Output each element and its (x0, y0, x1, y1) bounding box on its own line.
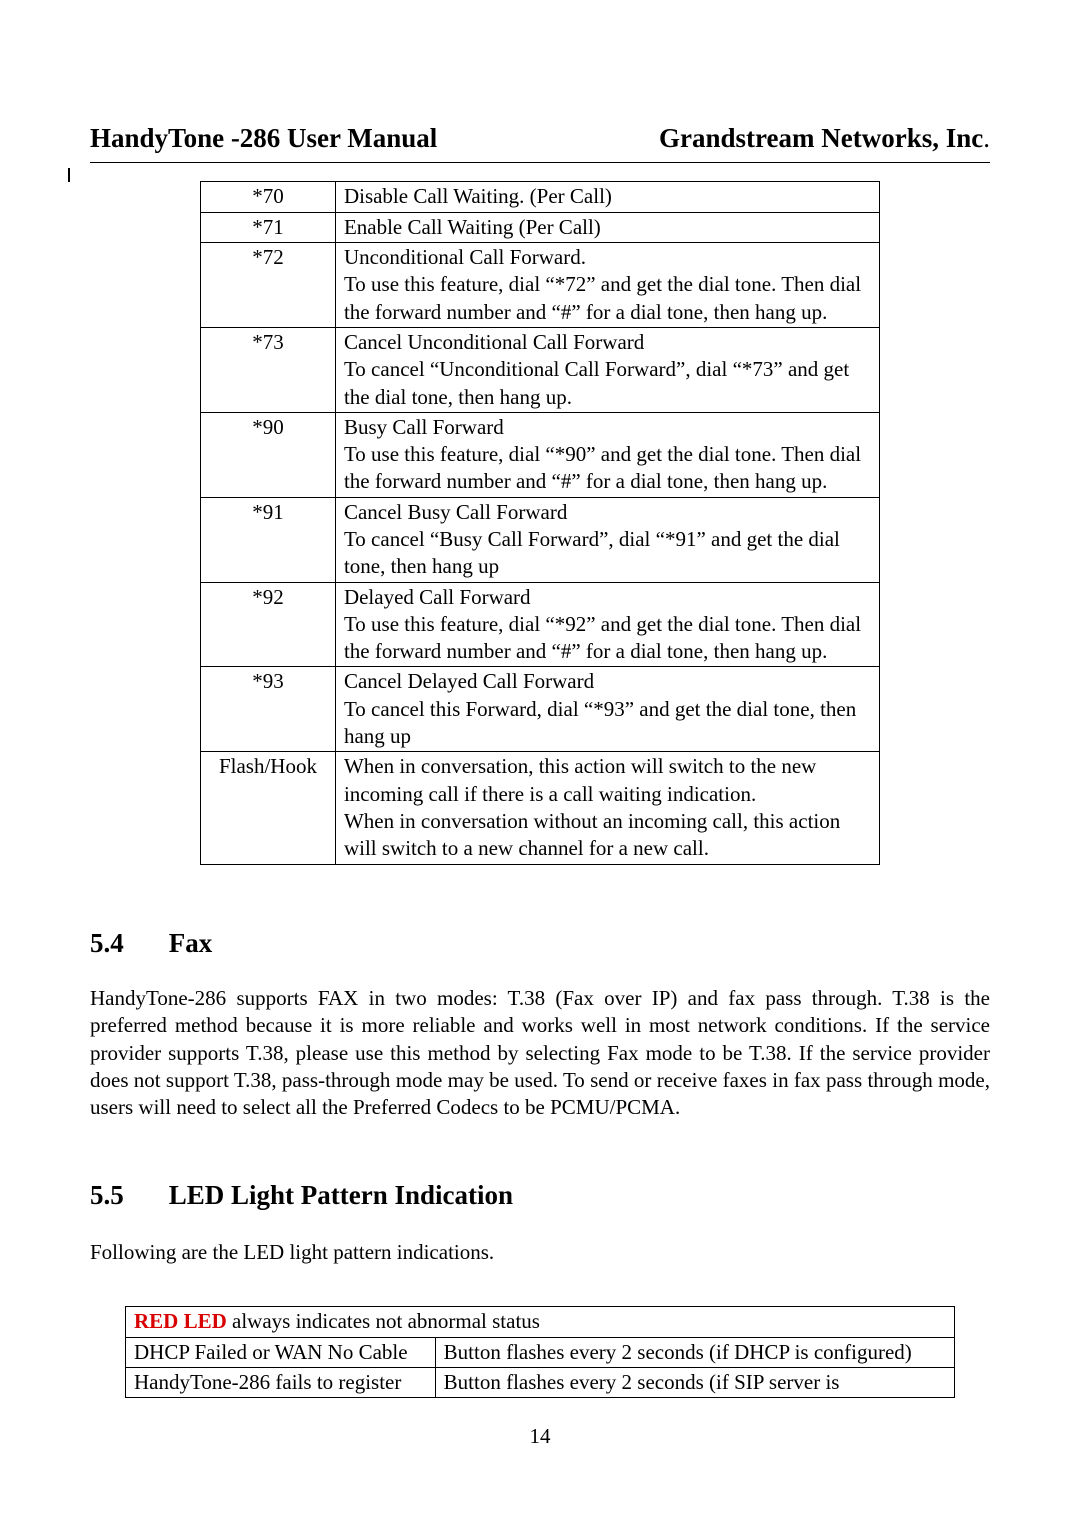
section-5-5-title: LED Light Pattern Indication (169, 1180, 513, 1210)
feature-desc-cell: Busy Call ForwardTo use this feature, di… (335, 412, 879, 497)
table-row: *70Disable Call Waiting. (Per Call) (201, 182, 880, 212)
revision-mark (68, 168, 70, 182)
feature-desc-cell: Delayed Call ForwardTo use this feature,… (335, 582, 879, 667)
table-row: Flash/HookWhen in conversation, this act… (201, 752, 880, 864)
led-header-cell: RED LED always indicates not abnormal st… (126, 1307, 955, 1337)
feature-desc-cell: Enable Call Waiting (Per Call) (335, 212, 879, 242)
page-number: 14 (90, 1422, 990, 1450)
feature-code-cell: *71 (201, 212, 336, 242)
header-right-main: Grandstream Networks, Inc (659, 123, 983, 153)
feature-code-cell: *92 (201, 582, 336, 667)
table-row: *71Enable Call Waiting (Per Call) (201, 212, 880, 242)
section-5-4-number: 5.4 (90, 925, 162, 961)
led-header-rest-text: always indicates not abnormal status (227, 1309, 540, 1333)
table-row: *92Delayed Call ForwardTo use this featu… (201, 582, 880, 667)
header-left-title: HandyTone -286 User Manual (90, 120, 437, 156)
led-header-row: RED LED always indicates not abnormal st… (126, 1307, 955, 1337)
feature-code-cell: *91 (201, 497, 336, 582)
section-5-5-number: 5.5 (90, 1177, 162, 1213)
led-condition-cell: HandyTone-286 fails to register (126, 1367, 436, 1397)
section-5-5-heading: 5.5 LED Light Pattern Indication (90, 1177, 990, 1213)
led-pattern-table: RED LED always indicates not abnormal st… (125, 1306, 955, 1398)
table-row: *91Cancel Busy Call ForwardTo cancel “Bu… (201, 497, 880, 582)
led-condition-cell: DHCP Failed or WAN No Cable (126, 1337, 436, 1367)
led-header-red-text: RED LED (134, 1309, 227, 1333)
feature-desc-cell: Unconditional Call Forward.To use this f… (335, 243, 879, 328)
header-right-dot: . (983, 123, 990, 153)
feature-codes-table: *70Disable Call Waiting. (Per Call)*71En… (200, 181, 880, 864)
page-header: HandyTone -286 User Manual Grandstream N… (90, 120, 990, 156)
feature-code-cell: *93 (201, 667, 336, 752)
feature-codes-tbody: *70Disable Call Waiting. (Per Call)*71En… (201, 182, 880, 864)
table-row: *72Unconditional Call Forward.To use thi… (201, 243, 880, 328)
table-row: *90Busy Call ForwardTo use this feature,… (201, 412, 880, 497)
feature-desc-cell: Disable Call Waiting. (Per Call) (335, 182, 879, 212)
feature-code-cell: *90 (201, 412, 336, 497)
led-tbody: DHCP Failed or WAN No CableButton flashe… (126, 1337, 955, 1398)
section-5-4-heading: 5.4 Fax (90, 925, 990, 961)
table-row: *73Cancel Unconditional Call ForwardTo c… (201, 327, 880, 412)
led-action-cell: Button flashes every 2 seconds (if DHCP … (435, 1337, 954, 1367)
table-row: *93Cancel Delayed Call ForwardTo cancel … (201, 667, 880, 752)
table-row: HandyTone-286 fails to registerButton fl… (126, 1367, 955, 1397)
header-right-title: Grandstream Networks, Inc. (659, 120, 990, 156)
table-row: DHCP Failed or WAN No CableButton flashe… (126, 1337, 955, 1367)
feature-desc-cell: Cancel Busy Call ForwardTo cancel “Busy … (335, 497, 879, 582)
feature-code-cell: *73 (201, 327, 336, 412)
feature-desc-cell: Cancel Unconditional Call ForwardTo canc… (335, 327, 879, 412)
section-5-4-body: HandyTone-286 supports FAX in two modes:… (90, 985, 990, 1121)
feature-desc-cell: When in conversation, this action will s… (335, 752, 879, 864)
section-5-4-title: Fax (169, 928, 213, 958)
header-rule (90, 162, 990, 163)
feature-code-cell: *70 (201, 182, 336, 212)
feature-code-cell: *72 (201, 243, 336, 328)
feature-code-cell: Flash/Hook (201, 752, 336, 864)
led-action-cell: Button flashes every 2 seconds (if SIP s… (435, 1367, 954, 1397)
section-5-5-intro: Following are the LED light pattern indi… (90, 1238, 990, 1266)
feature-desc-cell: Cancel Delayed Call ForwardTo cancel thi… (335, 667, 879, 752)
